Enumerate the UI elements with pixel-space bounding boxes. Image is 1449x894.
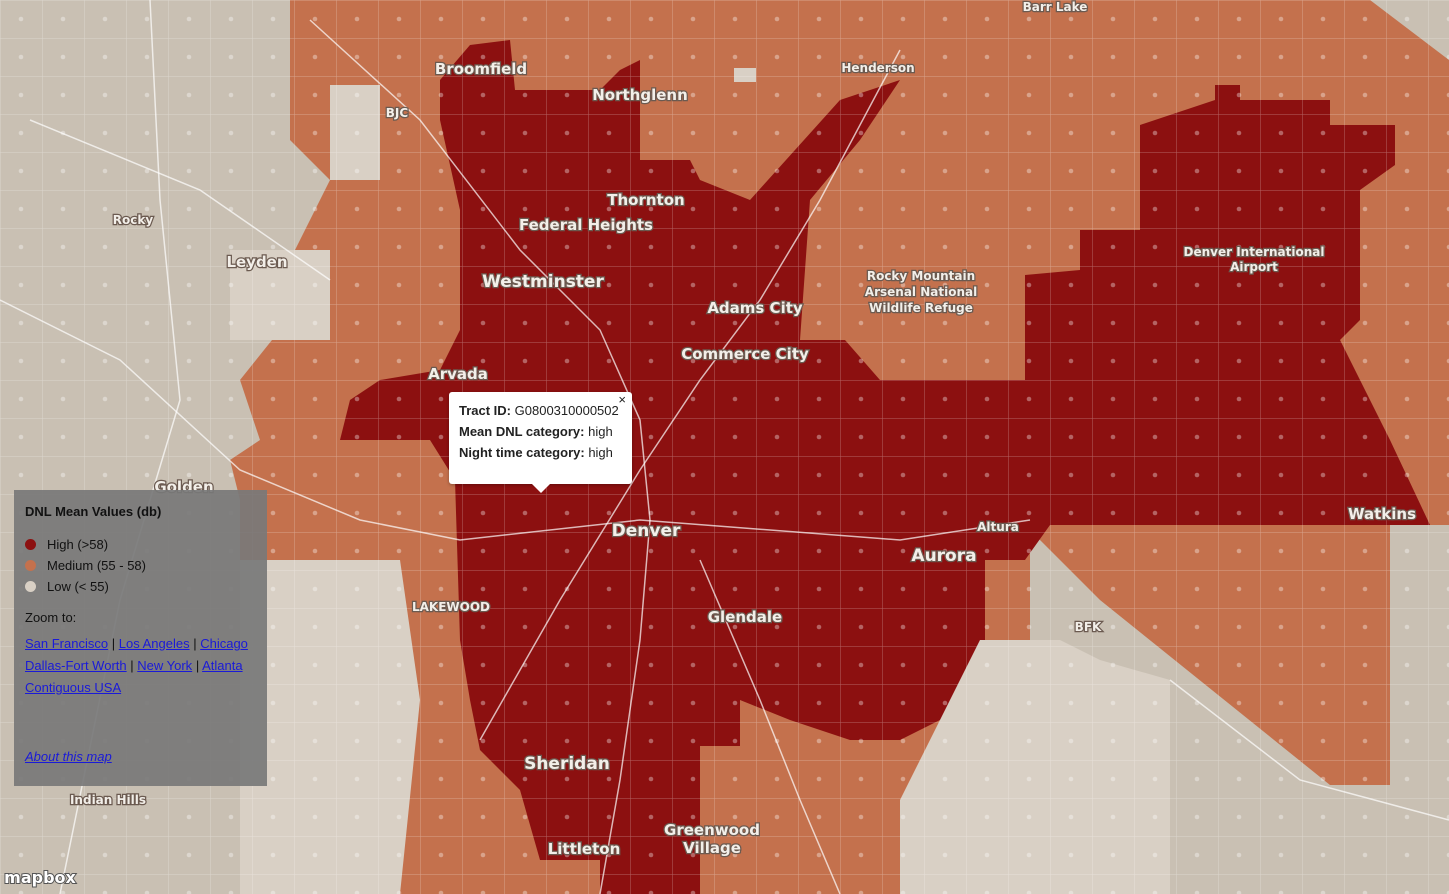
- place-label: Sheridan: [524, 754, 610, 774]
- zoom-label: Zoom to:: [25, 610, 77, 625]
- zoom-link[interactable]: Dallas-Fort Worth: [25, 658, 127, 673]
- legend-item: High (>58): [25, 537, 256, 552]
- legend-label: Low (< 55): [47, 579, 109, 594]
- place-label: Greenwood: [664, 821, 760, 839]
- popup: × Tract ID: G0800310000502 Mean DNL cate…: [449, 392, 632, 493]
- place-label: Rocky: [113, 213, 154, 227]
- popup-value: high: [588, 445, 613, 460]
- legend-label: Medium (55 - 58): [47, 558, 146, 573]
- place-label: Wildlife Refuge: [869, 301, 973, 315]
- link-separator: |: [193, 636, 197, 651]
- zoom-link[interactable]: Contiguous USA: [25, 680, 122, 695]
- place-label: Broomfield: [435, 60, 527, 78]
- zoom-link[interactable]: Chicago: [200, 636, 248, 651]
- attribution: mapbox: [4, 868, 76, 887]
- road: [479, 49, 901, 741]
- place-label: Northglenn: [592, 86, 688, 104]
- link-separator: |: [111, 636, 116, 651]
- road: [1169, 679, 1449, 821]
- place-label: Henderson: [841, 61, 914, 75]
- popup-row: Mean DNL category: high: [459, 424, 622, 439]
- place-label: Thornton: [607, 191, 684, 209]
- legend-item: Low (< 55): [25, 579, 256, 594]
- popup-row: Night time category: high: [459, 445, 622, 460]
- popup-label: Night time category:: [459, 445, 585, 460]
- zoom-link[interactable]: San Francisco: [25, 636, 109, 651]
- place-label: Glendale: [708, 608, 782, 626]
- legend-items: High (>58) Medium (55 - 58) Low (< 55): [25, 537, 256, 594]
- place-label: Arsenal National: [865, 285, 977, 299]
- place-label: Barr Lake: [1023, 0, 1088, 14]
- place-label: Altura: [977, 520, 1019, 534]
- place-label: Watkins: [1348, 505, 1416, 523]
- legend-title: DNL Mean Values (db): [25, 504, 162, 519]
- legend-swatch: [25, 581, 36, 592]
- legend-swatch: [25, 560, 36, 571]
- legend-label: High (>58): [47, 537, 109, 552]
- link-separator: |: [130, 658, 134, 673]
- road: [309, 19, 651, 894]
- link-separator: |: [195, 658, 200, 673]
- road: [699, 559, 841, 894]
- place-label: LAKEWOOD: [412, 600, 490, 614]
- place-label: Denver: [612, 521, 681, 541]
- place-label: Rocky Mountain: [867, 269, 975, 283]
- zoom-link[interactable]: Los Angeles: [118, 636, 190, 651]
- place-label: Adams City: [707, 299, 803, 317]
- road: [0, 299, 1031, 541]
- place-label: Commerce City: [681, 345, 809, 363]
- popup-label: Mean DNL category:: [459, 424, 585, 439]
- popup-row: Tract ID: G0800310000502: [459, 403, 622, 418]
- about-link[interactable]: About this map: [25, 749, 112, 764]
- place-label: Westminster: [482, 272, 604, 292]
- place-label: Arvada: [428, 365, 488, 383]
- popup-label: Tract ID:: [459, 403, 512, 418]
- place-label: BJC: [386, 106, 409, 120]
- place-label: Leyden: [226, 253, 287, 271]
- place-label: BFK: [1075, 620, 1102, 634]
- popup-close[interactable]: ×: [618, 392, 626, 407]
- place-label: Aurora: [911, 546, 976, 566]
- legend-swatch: [25, 539, 36, 550]
- zoom-link[interactable]: New York: [137, 658, 193, 673]
- popup-value: G0800310000502: [514, 403, 619, 418]
- place-label: Village: [683, 839, 741, 857]
- place-label: Denver International: [1184, 245, 1325, 259]
- place-label: Indian Hills: [70, 793, 146, 807]
- legend: DNL Mean Values (db) High (>58) Medium (5…: [14, 490, 267, 786]
- legend-item: Medium (55 - 58): [25, 558, 256, 573]
- place-label: Littleton: [548, 840, 621, 858]
- place-label: Federal Heights: [519, 216, 653, 234]
- zoom-links: San Francisco | Los Angeles | Chicago Dal…: [25, 633, 256, 699]
- place-label: Airport: [1230, 260, 1278, 274]
- road: [29, 119, 331, 281]
- zoom-link[interactable]: Atlanta: [202, 658, 243, 673]
- popup-value: high: [588, 424, 613, 439]
